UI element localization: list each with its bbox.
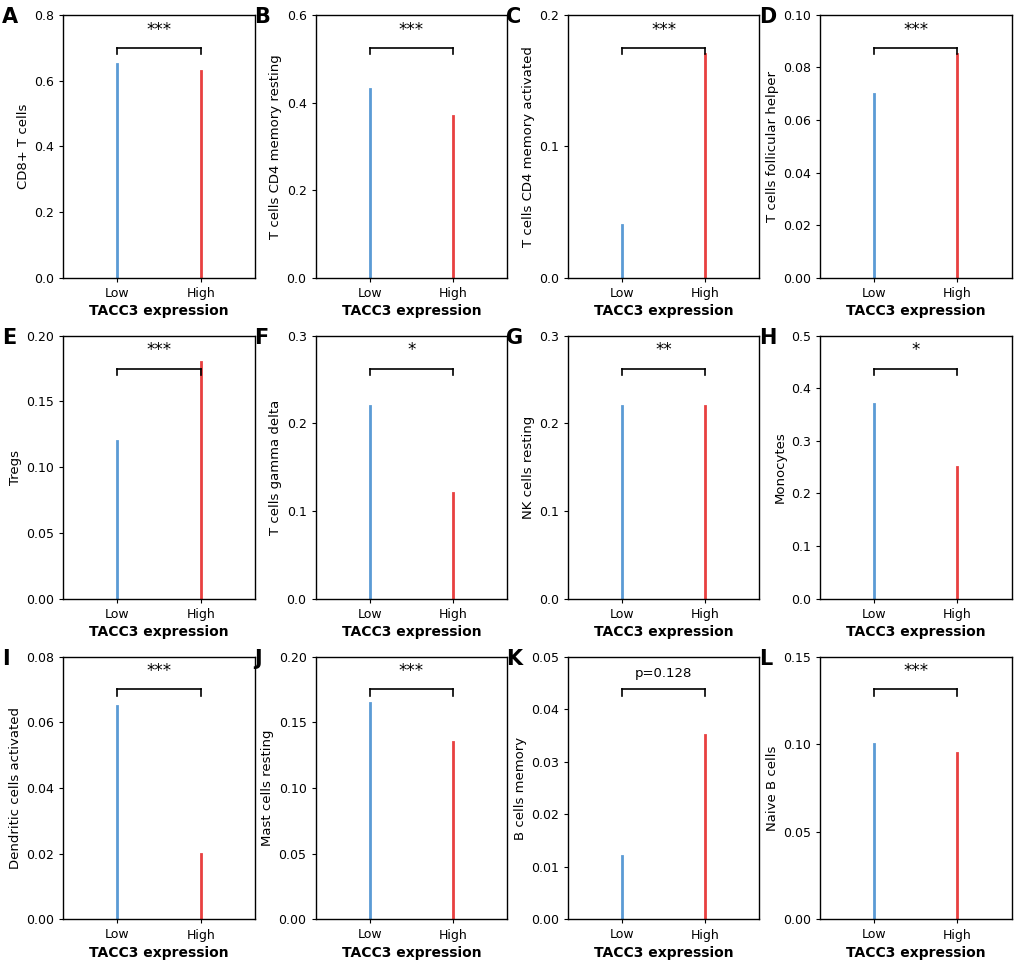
Text: ***: *** xyxy=(903,20,927,39)
Text: ***: *** xyxy=(398,20,424,39)
Text: I: I xyxy=(2,649,9,669)
Text: ***: *** xyxy=(147,662,171,681)
X-axis label: TACC3 expression: TACC3 expression xyxy=(90,625,228,639)
Text: C: C xyxy=(506,7,521,27)
Text: L: L xyxy=(758,649,771,669)
Text: p=0.128: p=0.128 xyxy=(634,667,692,681)
Text: A: A xyxy=(2,7,18,27)
Text: ***: *** xyxy=(650,20,676,39)
X-axis label: TACC3 expression: TACC3 expression xyxy=(90,304,228,318)
X-axis label: TACC3 expression: TACC3 expression xyxy=(845,304,984,318)
Y-axis label: T cells gamma delta: T cells gamma delta xyxy=(269,400,282,534)
X-axis label: TACC3 expression: TACC3 expression xyxy=(845,946,984,959)
Y-axis label: NK cells resting: NK cells resting xyxy=(521,415,534,519)
Y-axis label: Naive B cells: Naive B cells xyxy=(765,745,779,831)
X-axis label: TACC3 expression: TACC3 expression xyxy=(845,625,984,639)
Y-axis label: Dendritic cells activated: Dendritic cells activated xyxy=(9,707,22,869)
Text: K: K xyxy=(506,649,522,669)
Y-axis label: B cells memory: B cells memory xyxy=(514,737,526,839)
Text: D: D xyxy=(758,7,775,27)
Text: ***: *** xyxy=(903,662,927,681)
Text: F: F xyxy=(254,328,268,348)
Text: B: B xyxy=(254,7,270,27)
Text: **: ** xyxy=(654,342,672,359)
Y-axis label: Tregs: Tregs xyxy=(9,450,22,485)
Text: *: * xyxy=(911,342,919,359)
X-axis label: TACC3 expression: TACC3 expression xyxy=(341,946,481,959)
Y-axis label: CD8+ T cells: CD8+ T cells xyxy=(17,104,31,189)
Y-axis label: Monocytes: Monocytes xyxy=(773,432,786,503)
X-axis label: TACC3 expression: TACC3 expression xyxy=(593,304,733,318)
X-axis label: TACC3 expression: TACC3 expression xyxy=(90,946,228,959)
Text: *: * xyxy=(407,342,415,359)
Text: E: E xyxy=(2,328,16,348)
Y-axis label: T cells CD4 memory activated: T cells CD4 memory activated xyxy=(521,45,534,247)
X-axis label: TACC3 expression: TACC3 expression xyxy=(341,625,481,639)
Text: ***: *** xyxy=(147,342,171,359)
X-axis label: TACC3 expression: TACC3 expression xyxy=(341,304,481,318)
Text: J: J xyxy=(254,649,262,669)
Y-axis label: Mast cells resting: Mast cells resting xyxy=(261,730,274,846)
Text: G: G xyxy=(506,328,523,348)
Y-axis label: T cells CD4 memory resting: T cells CD4 memory resting xyxy=(269,54,282,239)
Text: ***: *** xyxy=(147,20,171,39)
Text: H: H xyxy=(758,328,775,348)
X-axis label: TACC3 expression: TACC3 expression xyxy=(593,946,733,959)
Text: ***: *** xyxy=(398,662,424,681)
X-axis label: TACC3 expression: TACC3 expression xyxy=(593,625,733,639)
Y-axis label: T cells follicular helper: T cells follicular helper xyxy=(765,71,779,222)
